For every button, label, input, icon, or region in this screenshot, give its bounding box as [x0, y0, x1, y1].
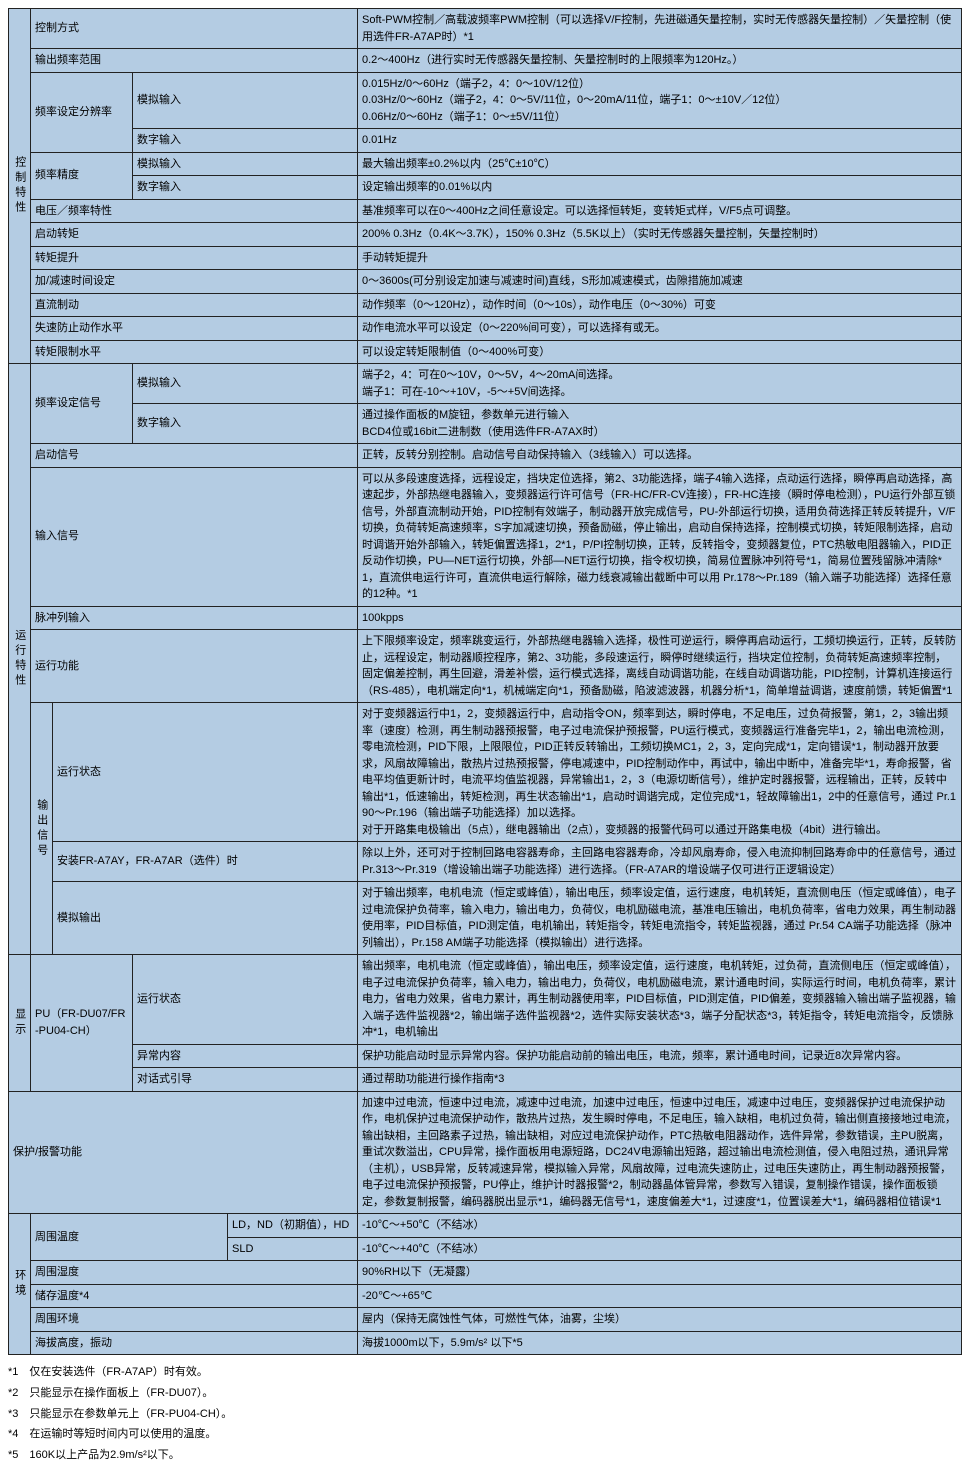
row-label: 频率精度 [31, 152, 133, 199]
row-value: 上下限频率设定，频率跳变运行，外部热继电器输入选择，极性可逆运行，瞬停再启动运行… [358, 630, 962, 703]
row-sublabel: 数字输入 [133, 404, 358, 444]
row-label: 失速防止动作水平 [31, 317, 358, 341]
row-sublabel: SLD [228, 1237, 358, 1261]
row-sublabel: 异常内容 [133, 1044, 358, 1068]
row-value: 加速中过电流，恒速中过电流，减速中过电流，加速中过电压，恒速中过电压，减速中过电… [358, 1091, 962, 1214]
row-value: 200% 0.3Hz（0.4K～3.7K），150% 0.3Hz（5.5K以上）… [358, 223, 962, 247]
row-value: 端子2，4：可在0～10V，0～5V，4～20mA间选择。 端子1：可在-10～… [358, 364, 962, 404]
row-label: 运行功能 [31, 630, 358, 703]
row-value: 90%RH以下（无凝露） [358, 1261, 962, 1285]
section-display: 显示 [9, 955, 31, 1092]
row-value: 除以上外，还可对于控制回路电容器寿命，主回路电容器寿命，冷却风扇寿命，侵入电流抑… [358, 842, 962, 882]
row-value: 可以从多段速度选择，远程设定，挡块定位选择，第2、3功能选择，端子4输入选择，点… [358, 467, 962, 606]
row-sublabel: 对话式引导 [133, 1068, 358, 1092]
spec-table: 控制特性 控制方式 Soft-PWM控制／高载波频率PWM控制（可以选择V/F控… [8, 8, 962, 1355]
row-value: 通过操作面板的M旋钮，参数单元进行输入 BCD4位或16bit二进制数（使用选件… [358, 404, 962, 444]
row-value: 手动转矩提升 [358, 246, 962, 270]
row-label: 启动转矩 [31, 223, 358, 247]
row-label: 周围环境 [31, 1308, 358, 1332]
row-label: 运行状态 [53, 703, 358, 842]
row-value: 通过帮助功能进行操作指南*3 [358, 1068, 962, 1092]
row-value: 海拔1000m以下，5.9m/s² 以下*5 [358, 1331, 962, 1355]
row-value: 输出频率，电机电流（恒定或峰值），输出电压，频率设定值，运行速度，电机转矩，过负… [358, 955, 962, 1045]
row-sublabel: LD，ND（初期值），HD [228, 1214, 358, 1238]
row-sublabel: 数字输入 [133, 176, 358, 200]
row-value: 100kpps [358, 606, 962, 630]
row-value: 设定输出频率的0.01%以内 [358, 176, 962, 200]
footnote: *3 只能显示在参数单元上（FR-PU04-CH）。 [8, 1405, 962, 1425]
row-value: 正转，反转分别控制。启动信号自动保持输入（3线输入）可以选择。 [358, 444, 962, 468]
footnote: *1 仅在安装选件（FR-A7AP）时有效。 [8, 1363, 962, 1383]
row-label: 安装FR-A7AY，FR-A7AR（选件）时 [53, 842, 358, 882]
row-label: 启动信号 [31, 444, 358, 468]
row-label: 周围湿度 [31, 1261, 358, 1285]
row-value: Soft-PWM控制／高载波频率PWM控制（可以选择V/F控制，先进磁通矢量控制… [358, 9, 962, 49]
section-environment: 环境 [9, 1214, 31, 1355]
row-value: -10℃～+50℃（不结冰） [358, 1214, 962, 1238]
row-value: -10℃～+40℃（不结冰） [358, 1237, 962, 1261]
row-label: 输入信号 [31, 467, 358, 606]
row-value: 0.015Hz/0～60Hz（端子2，4：0～10V/12位） 0.03Hz/0… [358, 72, 962, 129]
row-sublabel: 模拟输入 [133, 152, 358, 176]
row-label: 加/减速时间设定 [31, 270, 358, 294]
row-value: 对于变频器运行中1，2，变频器运行中，启动指令ON，频率到达，瞬时停电，不足电压… [358, 703, 962, 842]
row-value: 保护功能启动时显示异常内容。保护功能启动前的输出电压，电流，频率，累计通电时间，… [358, 1044, 962, 1068]
row-label: 转矩限制水平 [31, 340, 358, 364]
row-label: 周围温度 [31, 1214, 228, 1261]
section-operation: 运行特性 [9, 364, 31, 955]
row-value: 0.2～400Hz（进行实时无传感器矢量控制、矢量控制时的上限频率为120Hz。… [358, 49, 962, 73]
row-sublabel: 运行状态 [133, 955, 358, 1045]
row-value: 基准频率可以在0～400Hz之间任意设定。可以选择恒转矩，变转矩式样，V/F5点… [358, 199, 962, 223]
row-label: 脉冲列输入 [31, 606, 358, 630]
row-value: 最大输出频率±0.2%以内（25℃±10℃） [358, 152, 962, 176]
row-label: 频率设定信号 [31, 364, 133, 444]
row-value: 0～3600s(可分别设定加速与减速时间)直线，S形加减速模式，齿隙措施加减速 [358, 270, 962, 294]
footnote: *2 只能显示在操作面板上（FR-DU07）。 [8, 1384, 962, 1404]
row-label: 输出频率范围 [31, 49, 358, 73]
section-control: 控制特性 [9, 9, 31, 364]
row-sublabel: 模拟输入 [133, 364, 358, 404]
row-sublabel: 数字输入 [133, 129, 358, 153]
row-value: 可以设定转矩限制值（0～400%可变） [358, 340, 962, 364]
row-label: 直流制动 [31, 293, 358, 317]
row-sublabel: 模拟输入 [133, 72, 358, 129]
row-label: 模拟输出 [53, 882, 358, 955]
footnotes: *1 仅在安装选件（FR-A7AP）时有效。 *2 只能显示在操作面板上（FR-… [8, 1363, 962, 1466]
row-label: 电压／频率特性 [31, 199, 358, 223]
row-label: 保护/报警功能 [9, 1091, 358, 1214]
row-value: 屋内（保持无腐蚀性气体，可燃性气体，油雾，尘埃） [358, 1308, 962, 1332]
row-label: 控制方式 [31, 9, 358, 49]
row-value: 动作频率（0～120Hz），动作时间（0～10s），动作电压（0～30%）可变 [358, 293, 962, 317]
row-label: 转矩提升 [31, 246, 358, 270]
row-label: PU（FR-DU07/FR-PU04-CH） [31, 955, 133, 1092]
row-value: 0.01Hz [358, 129, 962, 153]
row-label: 海拔高度，振动 [31, 1331, 358, 1355]
footnote: *4 在运输时等短时间内可以使用的温度。 [8, 1425, 962, 1445]
row-value: 对于输出频率，电机电流（恒定或峰值），输出电压，频率设定值，运行速度，电机转矩，… [358, 882, 962, 955]
row-label: 频率设定分辨率 [31, 72, 133, 152]
footnote: *5 160K以上产品为2.9m/s²以下。 [8, 1446, 962, 1466]
subsection-output: 输出信号 [31, 703, 53, 955]
row-value: 动作电流水平可以设定（0～220%间可变），可以选择有或无。 [358, 317, 962, 341]
